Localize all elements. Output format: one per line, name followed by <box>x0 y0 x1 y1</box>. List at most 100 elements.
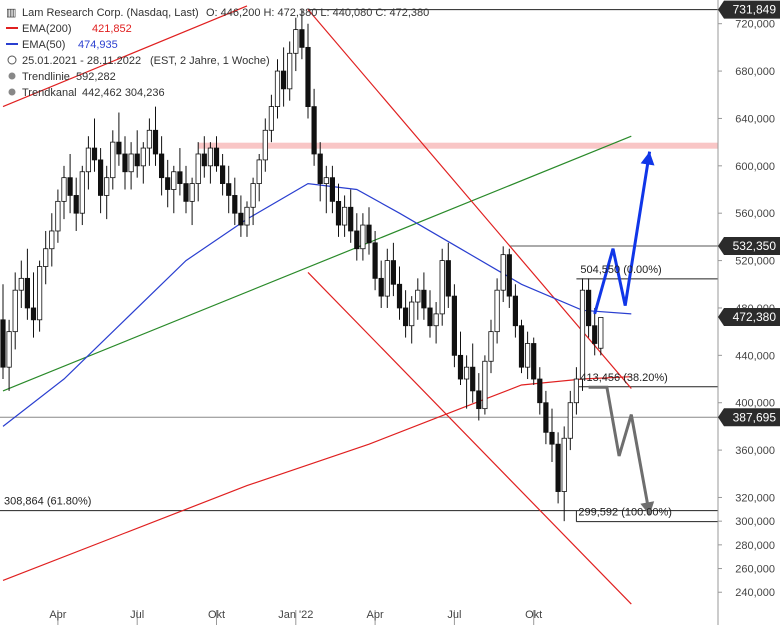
candle-up <box>85 147 91 173</box>
candle-up <box>110 141 116 179</box>
candle-up <box>140 147 146 167</box>
candle-up <box>409 301 415 327</box>
candle-down <box>549 431 555 445</box>
candle-down <box>122 153 128 173</box>
candle-up <box>268 106 275 131</box>
candle-down <box>586 289 592 327</box>
candle-up <box>274 70 281 108</box>
y-tick-label: 600,000 <box>735 161 775 173</box>
candle-up <box>171 171 177 190</box>
y-tick-label: 520,000 <box>735 256 775 268</box>
y-tick-label: 240,000 <box>735 587 775 599</box>
price-box-label: 387,695 <box>733 410 777 424</box>
price-box-label: 731,849 <box>733 3 777 17</box>
candle-down <box>354 230 360 250</box>
price-box-label: 472,380 <box>733 310 777 324</box>
candle-down <box>348 206 354 232</box>
y-tick-label: 320,000 <box>735 492 775 504</box>
candle-up <box>207 147 213 167</box>
candle-down <box>238 212 244 226</box>
candle-up <box>12 289 18 333</box>
candle-down <box>177 171 183 184</box>
price-box: 532,350 <box>718 236 780 255</box>
legend: ▥ Lam Research Corp. (Nasdaq, Last) O: 4… <box>6 7 429 99</box>
candle-up <box>494 289 500 333</box>
candle-down <box>457 354 464 380</box>
bearish-projection-arrow-head <box>640 501 655 516</box>
candle-up <box>323 177 329 184</box>
ema50-line <box>2 182 632 427</box>
candle-up <box>579 289 586 380</box>
candle-up <box>61 177 67 202</box>
candle-down <box>506 254 512 297</box>
labels: 731,849 532,350 472,380 387,695 504,550 (0.0… <box>4 0 780 519</box>
candle-down <box>555 443 561 492</box>
candle-down <box>30 307 37 321</box>
candle-down <box>537 378 543 404</box>
candle-up <box>128 153 134 173</box>
bullish-projection-arrow <box>593 151 652 315</box>
candle-down <box>372 242 378 279</box>
candle-down <box>116 141 122 155</box>
candle-up <box>49 230 55 250</box>
candle-down <box>152 129 159 155</box>
axes: 240,000 260,000 280,000 300,000 320,000 360,0… <box>49 0 775 625</box>
candle-up <box>43 248 49 267</box>
candle-up <box>567 402 573 439</box>
trendline-dot-icon <box>8 72 16 80</box>
projections <box>588 151 655 516</box>
candle-down <box>24 277 31 309</box>
candle-down <box>390 260 397 285</box>
candle-up <box>6 331 12 368</box>
candle-up <box>525 343 531 368</box>
candle-down <box>531 343 537 380</box>
candle-down <box>592 325 598 344</box>
legend-period: 25.01.2021 - 28.11.2022 <box>22 55 141 67</box>
y-tick-label: 360,000 <box>735 445 775 457</box>
candle-down <box>512 295 519 327</box>
candle-down <box>226 183 232 196</box>
candle-down <box>427 307 433 327</box>
fib-level-label: 299,592 (100.00%) <box>578 507 672 519</box>
legend-title: Lam Research Corp. (Nasdaq, Last) <box>22 7 199 19</box>
candle-down <box>378 277 384 297</box>
candle-up <box>262 129 268 161</box>
candle-up <box>287 52 293 90</box>
y-tick-label: 400,000 <box>735 398 775 410</box>
candle-up <box>500 254 506 291</box>
ema200-label: EMA(200) <box>22 23 72 35</box>
candle-up <box>573 378 580 404</box>
candle-down <box>335 200 342 226</box>
candle-down <box>311 106 317 155</box>
candle-up <box>482 360 488 410</box>
candle-up <box>433 313 439 327</box>
price-box: 472,380 <box>718 307 780 326</box>
candle-down <box>445 260 451 297</box>
candle-down <box>402 307 409 327</box>
trendline-value: 592,282 <box>76 71 116 83</box>
horizontal-levels <box>0 9 718 523</box>
candle-up <box>37 266 43 321</box>
candle-down <box>366 224 372 244</box>
candle-up <box>104 177 110 196</box>
fib-level-label: 308,864 (61.80%) <box>4 496 91 508</box>
ema200-line <box>2 376 632 581</box>
candle-up <box>384 260 390 297</box>
trendchannel-lower <box>307 271 632 605</box>
candle-down <box>280 70 287 90</box>
candle-down <box>396 283 403 309</box>
ema50-label: EMA(50) <box>22 39 65 51</box>
price-box: 731,849 <box>718 0 780 19</box>
candle-down <box>421 289 427 309</box>
candle-up <box>341 206 348 226</box>
candle-down <box>213 147 220 167</box>
candle-down <box>219 165 226 184</box>
ema50-value: 474,935 <box>78 39 118 51</box>
candle-up <box>293 29 299 54</box>
candle-up <box>244 206 250 226</box>
price-box-label: 532,350 <box>733 239 777 253</box>
legend-period-info: (EST, 2 Jahre, 1 Woche) <box>150 55 270 67</box>
x-tick-label: Jul <box>447 609 461 621</box>
candle-down <box>165 177 171 190</box>
